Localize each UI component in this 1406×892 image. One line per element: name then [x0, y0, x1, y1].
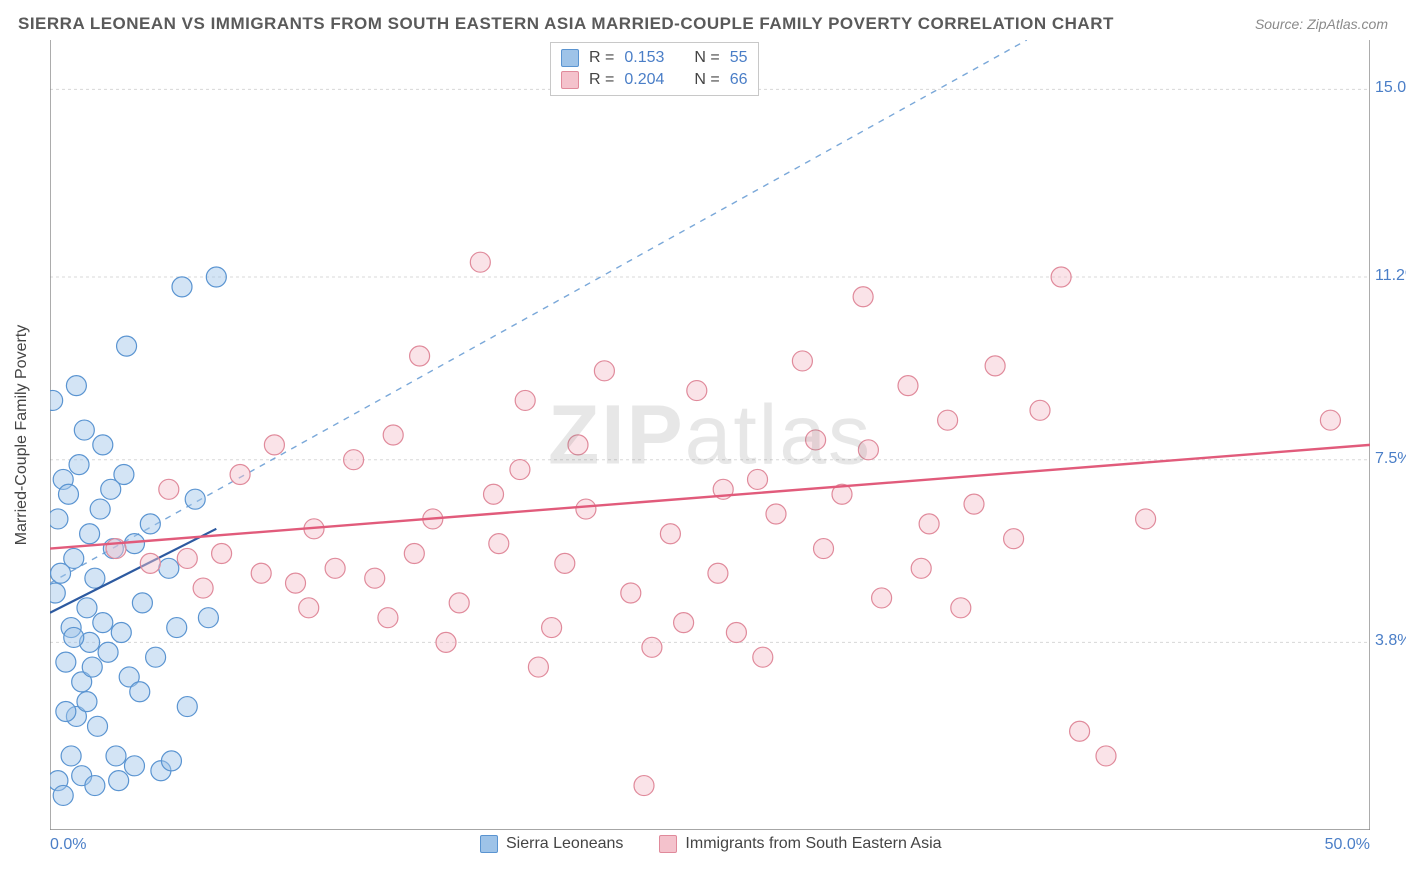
- y-axis-label: Married-Couple Family Poverty: [13, 325, 31, 546]
- legend-series-name: Sierra Leoneans: [506, 835, 623, 853]
- legend-n-label: N =: [694, 49, 719, 67]
- chart-container: Married-Couple Family Poverty ZIPatlas R…: [50, 40, 1370, 830]
- legend-r-value: 0.204: [624, 71, 664, 89]
- legend-swatch: [561, 49, 579, 67]
- x-tick-label: 0.0%: [50, 836, 86, 854]
- legend-series-name: Immigrants from South Eastern Asia: [685, 835, 941, 853]
- scatter-plot: [50, 40, 1370, 830]
- legend-r-label: R =: [589, 49, 614, 67]
- y-tick-label: 7.5%: [1375, 450, 1406, 468]
- legend-n-value: 55: [730, 49, 748, 67]
- y-tick-label: 11.2%: [1375, 267, 1406, 285]
- legend-r-value: 0.153: [624, 49, 664, 67]
- source-label: Source: ZipAtlas.com: [1255, 16, 1388, 32]
- legend-swatch: [480, 835, 498, 853]
- legend-r-label: R =: [589, 71, 614, 89]
- legend-item: Immigrants from South Eastern Asia: [659, 835, 941, 853]
- y-tick-label: 3.8%: [1375, 632, 1406, 650]
- page-title: SIERRA LEONEAN VS IMMIGRANTS FROM SOUTH …: [18, 14, 1114, 34]
- y-tick-label: 15.0%: [1375, 79, 1406, 97]
- legend-row: R = 0.153 N = 55: [561, 47, 748, 69]
- legend-n-label: N =: [694, 71, 719, 89]
- legend-n-value: 66: [730, 71, 748, 89]
- x-tick-label: 50.0%: [1325, 836, 1370, 854]
- legend-swatch: [659, 835, 677, 853]
- legend-correlation: R = 0.153 N = 55 R = 0.204 N = 66: [550, 42, 759, 96]
- legend-series: Sierra Leoneans Immigrants from South Eas…: [480, 835, 942, 853]
- legend-row: R = 0.204 N = 66: [561, 69, 748, 91]
- legend-item: Sierra Leoneans: [480, 835, 623, 853]
- legend-swatch: [561, 71, 579, 89]
